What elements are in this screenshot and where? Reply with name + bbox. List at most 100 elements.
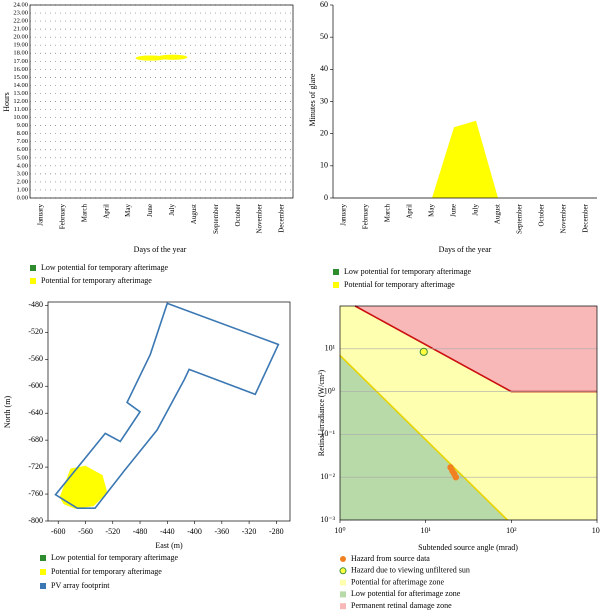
glare-region bbox=[59, 465, 108, 509]
x-tick-label: May bbox=[124, 204, 132, 217]
plot-frame bbox=[29, 4, 294, 199]
y-axis-title: Hours bbox=[2, 92, 11, 112]
y-tick-label: 10 bbox=[320, 161, 328, 170]
y-tick-label: 11.00 bbox=[14, 106, 28, 113]
y-tick-label: 16.00 bbox=[13, 66, 28, 73]
x-tick-label: December bbox=[278, 203, 286, 232]
y-tick-label: 10⁻¹ bbox=[320, 429, 335, 438]
y-tick-label: -800 bbox=[28, 516, 43, 525]
x-tick-label: 10⁰ bbox=[334, 526, 345, 535]
legend-marker bbox=[30, 265, 36, 271]
x-tick-label: -480 bbox=[133, 527, 148, 536]
plot-frame bbox=[47, 301, 291, 522]
x-tick-label: 10¹ bbox=[420, 526, 431, 535]
y-tick-label: 22.00 bbox=[13, 18, 28, 25]
hazard-point bbox=[452, 474, 460, 481]
y-tick-label: 10⁻³ bbox=[320, 515, 335, 524]
x-tick-label: -440 bbox=[160, 527, 175, 536]
y-tick-label: 15.00 bbox=[13, 74, 28, 81]
y-tick-label: 12.00 bbox=[13, 98, 28, 105]
y-tick-label: 50 bbox=[320, 32, 328, 41]
legend-marker bbox=[40, 569, 46, 575]
x-tick-label: July bbox=[472, 204, 480, 216]
legend-marker bbox=[30, 278, 36, 284]
x-tick-label: November bbox=[560, 203, 568, 233]
y-tick-label: 6.00 bbox=[17, 146, 28, 153]
y-tick-label: -760 bbox=[28, 489, 43, 498]
y-tick-label: 21.00 bbox=[13, 26, 28, 33]
x-tick-label: November bbox=[256, 203, 264, 233]
x-tick-label: March bbox=[80, 204, 88, 223]
y-tick-label: -520 bbox=[28, 327, 43, 336]
x-tick-label: June bbox=[146, 204, 154, 217]
x-tick-label: -280 bbox=[269, 527, 284, 536]
x-tick-label: March bbox=[384, 204, 392, 223]
x-tick-label: -320 bbox=[242, 527, 257, 536]
y-tick-label: 1.00 bbox=[17, 186, 28, 193]
y-tick-label: 4.00 bbox=[17, 162, 28, 169]
legend-marker bbox=[340, 603, 346, 610]
y-tick-label: -640 bbox=[28, 408, 43, 417]
x-axis-title: Days of the year bbox=[439, 245, 492, 254]
x-tick-label: 10² bbox=[506, 526, 517, 535]
x-tick-label: August bbox=[494, 204, 502, 224]
x-tick-label: February bbox=[58, 204, 66, 230]
y-tick-label: 0 bbox=[324, 193, 328, 202]
footprint bbox=[54, 302, 280, 509]
x-tick-label: -360 bbox=[214, 527, 229, 536]
y-tick-label: 10.00 bbox=[13, 114, 28, 121]
y-tick-label: 2.00 bbox=[17, 178, 28, 185]
x-tick-label: May bbox=[428, 204, 436, 217]
y-tick-label: 20 bbox=[320, 128, 328, 137]
y-tick-label: 24.00 bbox=[13, 1, 28, 8]
x-axis-title: East (m) bbox=[155, 541, 183, 550]
legend-marker bbox=[340, 591, 346, 598]
legend-label: Potential for temporary afterimage bbox=[344, 280, 455, 289]
legend-label: Potential for temporary afterimage bbox=[51, 567, 162, 576]
y-tick-label: 9.00 bbox=[17, 122, 28, 129]
y-tick-label: 20.00 bbox=[13, 34, 28, 41]
y-tick-label: 3.00 bbox=[17, 170, 28, 177]
y-tick-label: 0.00 bbox=[17, 194, 28, 201]
x-tick-label: -520 bbox=[105, 527, 120, 536]
y-tick-label: 60 bbox=[320, 0, 328, 9]
hazard-point bbox=[419, 347, 428, 356]
legend-label: PV array footprint bbox=[51, 581, 110, 590]
legend-label: Low potential for temporary afterimage bbox=[344, 267, 472, 276]
y-tick-label: 10¹ bbox=[325, 344, 336, 353]
legend-marker bbox=[333, 282, 339, 288]
x-tick-label: April bbox=[102, 204, 110, 219]
legend-label: Permanent retinal damage zone bbox=[351, 601, 452, 610]
y-tick-label: 10⁰ bbox=[324, 386, 335, 395]
legend-label: Low potential for temporary afterimage bbox=[51, 553, 179, 562]
glare-mark bbox=[157, 54, 188, 60]
y-tick-label: 17.00 bbox=[13, 58, 28, 65]
x-tick-label: February bbox=[362, 204, 370, 230]
x-axis-title: Subtended source angle (mrad) bbox=[418, 543, 518, 552]
y-axis-title: North (m) bbox=[3, 396, 12, 429]
plot-frame bbox=[339, 305, 598, 521]
x-tick-label: -400 bbox=[187, 527, 202, 536]
legend-marker bbox=[40, 583, 46, 589]
legend-marker bbox=[340, 579, 346, 586]
y-tick-label: 10⁻² bbox=[320, 472, 335, 481]
legend-label: Hazard due to viewing unfiltered sun bbox=[351, 566, 470, 575]
x-tick-label: October bbox=[538, 203, 546, 226]
x-tick-label: -600 bbox=[51, 527, 66, 536]
y-tick-label: 13.00 bbox=[13, 90, 28, 97]
legend-label: Potential for temporary afterimage bbox=[41, 276, 152, 285]
y-tick-label: 5.00 bbox=[17, 154, 28, 161]
y-axis-title: Minutes of glare bbox=[308, 73, 317, 126]
x-tick-label: September bbox=[212, 203, 220, 234]
y-tick-label: -720 bbox=[28, 462, 43, 471]
y-tick-label: 19.00 bbox=[13, 42, 28, 49]
y-axis-title: Retinal irradiance (W/cm²) bbox=[317, 369, 326, 456]
legend-label: Low potential for afterimage zone bbox=[351, 589, 461, 598]
x-tick-label: January bbox=[37, 204, 45, 226]
x-tick-label: -560 bbox=[78, 527, 93, 536]
y-tick-label: 40 bbox=[320, 64, 328, 73]
y-tick-label: -600 bbox=[28, 381, 43, 390]
x-tick-label: October bbox=[234, 203, 242, 226]
y-tick-label: -560 bbox=[28, 354, 43, 363]
